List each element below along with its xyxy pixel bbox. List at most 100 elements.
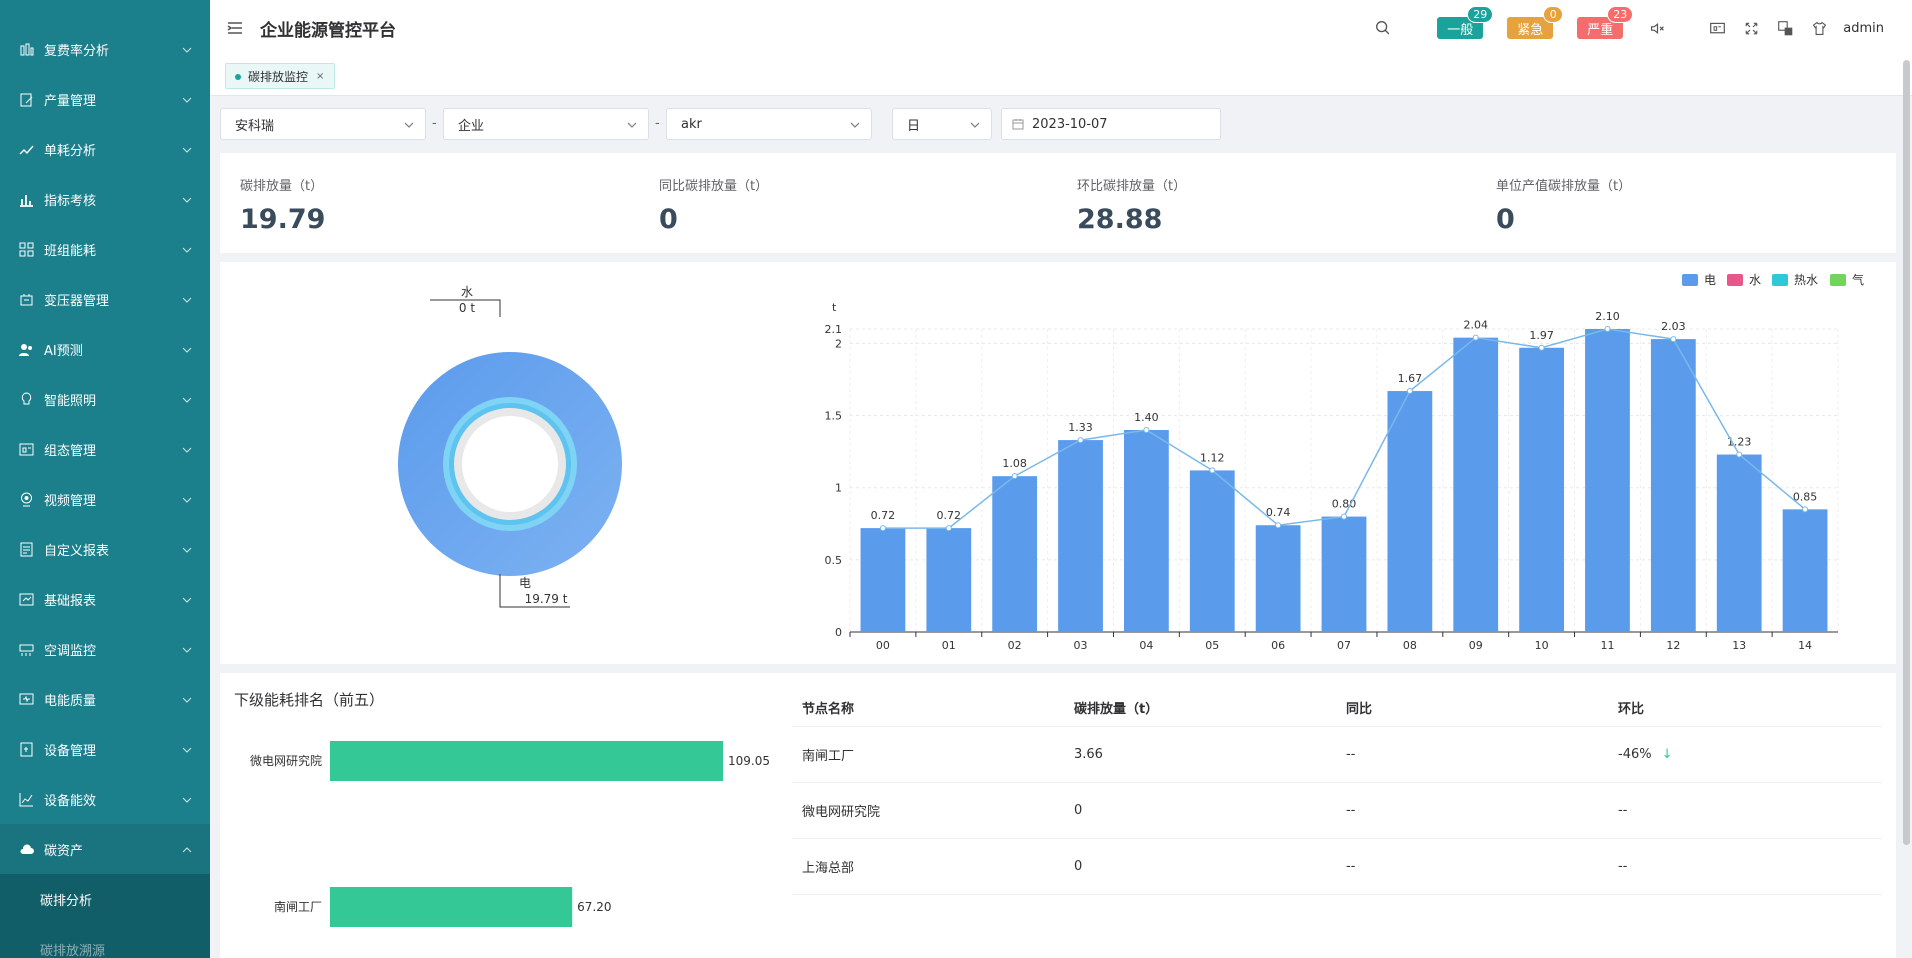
line-point <box>1736 451 1743 458</box>
sidebar: 复费率分析产量管理单耗分析 指标考核班组能耗变压器管理 AI预测智能照明组态管理视频… <box>0 0 210 958</box>
sidebar-item-label: 产量管理 <box>44 93 97 109</box>
sidebar-item[interactable]: 电能质量 <box>0 674 210 724</box>
sidebar-item[interactable]: 视频管理 <box>0 474 210 524</box>
user-menu[interactable]: admin <box>1843 20 1884 36</box>
sidebar-subitem[interactable]: 碳排分析 <box>0 874 210 924</box>
company-select[interactable]: 安科瑞 <box>220 108 426 140</box>
sidebar-item-label: 智能照明 <box>44 393 97 409</box>
data-label: 1.97 <box>1529 329 1554 342</box>
data-label: 1.12 <box>1200 451 1225 464</box>
sidebar-item[interactable]: AI预测 <box>0 324 210 374</box>
sidebar-item-label: 设备能效 <box>44 793 97 809</box>
sidebar-item-label: 班组能耗 <box>44 243 97 259</box>
data-label: 2.03 <box>1661 320 1686 333</box>
sidebar-item[interactable]: 变压器管理 <box>0 274 210 324</box>
alarm-severe-button[interactable]: 严重 23 <box>1577 6 1634 39</box>
line-point <box>1011 473 1018 480</box>
screen-icon[interactable] <box>1707 18 1727 38</box>
stat-value: 19.79 <box>240 204 326 235</box>
transformer-icon <box>18 291 34 307</box>
x-tick-label: 00 <box>876 639 890 652</box>
line-point <box>1143 427 1150 433</box>
calendar-icon <box>1012 119 1024 130</box>
node-value: akr <box>681 116 702 132</box>
data-label: 2.04 <box>1463 319 1488 332</box>
ranking-bar <box>330 887 573 927</box>
node-select[interactable]: akr <box>666 108 872 140</box>
sidebar-item[interactable]: 指标考核 <box>0 174 210 224</box>
sidebar-item[interactable]: 单耗分析 <box>0 124 210 174</box>
x-tick-label: 09 <box>1469 639 1483 652</box>
data-label: 0.72 <box>871 509 896 522</box>
sidebar-item[interactable]: 碳资产 <box>0 824 210 874</box>
cell-value: 0 <box>1074 859 1083 874</box>
fullscreen-icon[interactable] <box>1741 18 1761 38</box>
date-picker[interactable]: 2023-10-07 <box>1001 108 1221 140</box>
sidebar-item[interactable]: 智能照明 <box>0 374 210 424</box>
efficiency-icon <box>18 791 34 807</box>
company-value: 安科瑞 <box>235 118 275 134</box>
bar-icon <box>18 191 34 207</box>
sidebar-subitem[interactable]: 碳排放溯源 <box>0 924 210 958</box>
theme-icon[interactable] <box>1809 18 1829 38</box>
bar <box>1058 440 1103 632</box>
line-point <box>1802 506 1809 513</box>
sidebar-item[interactable]: 班组能耗 <box>0 224 210 274</box>
donut-label-electricity-value: 19.79 t <box>525 592 568 606</box>
alarm-urgent-button[interactable]: 紧急 0 <box>1507 6 1564 39</box>
chevron-down-icon <box>182 544 192 554</box>
sidebar-item[interactable]: 自定义报表 <box>0 524 210 574</box>
bar <box>992 476 1038 632</box>
grid-icon <box>18 241 34 257</box>
bar <box>1321 516 1367 632</box>
bar <box>1519 347 1564 632</box>
sidebar-item[interactable]: 空调监控 <box>0 624 210 674</box>
stat-title: 单位产值碳排放量（t） <box>1496 179 1632 194</box>
page-title: 企业能源管控平台 <box>260 20 396 41</box>
period-select[interactable]: 日 <box>892 108 992 140</box>
chevron-down-icon <box>182 144 192 154</box>
sidebar-item[interactable]: 基础报表 <box>0 574 210 624</box>
leader-line-water <box>430 299 501 317</box>
close-icon[interactable]: × <box>316 70 325 82</box>
bar <box>1585 329 1630 632</box>
sidebar-item[interactable]: 复费率分析 <box>0 24 210 74</box>
cell-mom: -- <box>1618 803 1628 818</box>
sidebar-item[interactable]: 组态管理 <box>0 424 210 474</box>
camera-icon <box>18 491 34 507</box>
data-label: 0.80 <box>1332 498 1357 511</box>
y-tick-label: 0.5 <box>825 554 843 567</box>
legend-label: 气 <box>1852 272 1864 287</box>
x-tick-label: 12 <box>1666 639 1680 652</box>
x-tick-label: 05 <box>1205 639 1219 652</box>
bar <box>1255 525 1301 632</box>
sidebar-item-label: 组态管理 <box>44 443 97 459</box>
y-tick-label: 1 <box>835 482 842 495</box>
chevron-down-icon <box>182 344 192 354</box>
translate-icon[interactable] <box>1775 18 1795 38</box>
menu-toggle-icon[interactable] <box>226 19 244 37</box>
chevron-down-icon <box>182 744 192 754</box>
search-icon[interactable] <box>1373 18 1393 38</box>
sidebar-item[interactable]: 产量管理 <box>0 74 210 124</box>
ranking-title: 下级能耗排名（前五） <box>234 691 385 709</box>
chevron-down-icon <box>182 694 192 704</box>
alarm-urgent-count: 0 <box>1543 6 1564 23</box>
type-select[interactable]: 企业 <box>443 108 649 140</box>
tab-carbon-monitor[interactable]: 碳排放监控 × <box>225 63 336 89</box>
edit-icon <box>18 91 34 107</box>
cloud-icon <box>18 841 34 857</box>
chevron-down-icon <box>182 444 192 454</box>
donut-label-water-name: 水 <box>461 285 473 299</box>
mute-icon[interactable] <box>1647 18 1667 38</box>
y-tick-label: 1.5 <box>825 410 843 423</box>
stat-title: 碳排放量（t） <box>240 179 324 194</box>
scrollbar[interactable] <box>1903 60 1910 845</box>
line-point <box>1472 334 1479 341</box>
sidebar-item-label: 设备管理 <box>44 743 97 759</box>
sidebar-item[interactable]: 设备管理 <box>0 724 210 774</box>
leader-line-electricity <box>499 574 570 608</box>
sidebar-item[interactable]: 设备能效 <box>0 774 210 824</box>
alarm-general-button[interactable]: 一般 29 <box>1437 6 1494 39</box>
chevron-down-icon <box>182 294 192 304</box>
